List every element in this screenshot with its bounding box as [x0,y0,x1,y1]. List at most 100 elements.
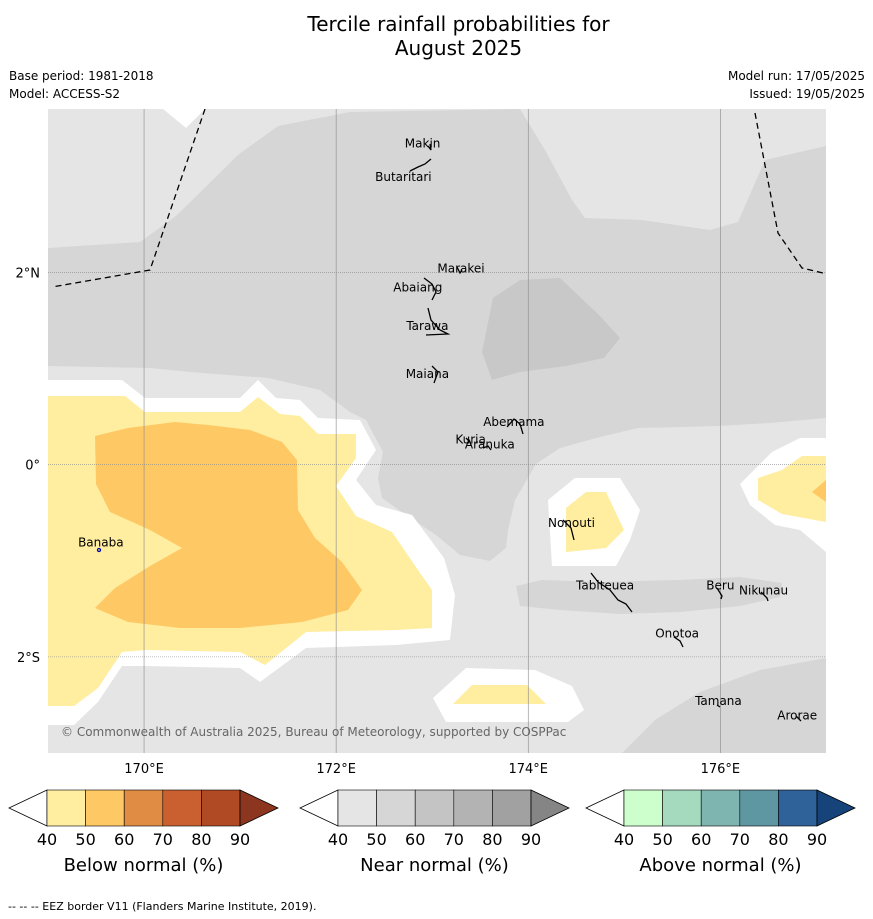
colorbar-above-tick-2: 60 [691,830,711,849]
colorbar-near: 40 50 60 70 80 90 Near normal (%) [299,789,570,876]
eez-border-west [51,109,206,288]
copyright-text: © Commonwealth of Australia 2025, Bureau… [61,725,566,739]
below-normal-50-60-east [812,480,826,502]
place-label-abaiang: Abaiang [393,281,442,295]
arorae-island [795,715,802,722]
lat-tick-label-1: 0° [25,459,40,474]
colorbar-below-low-arrow [8,789,48,827]
below-normal-40-50-south [453,685,546,704]
colorbar-near-tick-0: 40 [328,830,348,849]
colorbar-below-box-0 [46,789,86,827]
colorbar-below-title: Below normal (%) [64,855,224,876]
place-label-tabiteuea: Tabiteuea [575,579,634,593]
place-label-makin: Makin [405,136,441,150]
colorbar-below-tick-0: 40 [37,830,57,849]
island-outlines [96,143,802,722]
colorbar-near-title: Near normal (%) [360,855,509,876]
map-title-line1: Tercile rainfall probabilities for [307,12,610,36]
meta-right: Model run: 17/05/2025 Issued: 19/05/2025 [728,69,865,101]
place-label-tarawa: Tarawa [405,319,448,333]
colorbar-near-tick-2: 60 [405,830,425,849]
colorbar-above-title: Above normal (%) [639,855,801,876]
eez-border [51,109,824,288]
eez-footnote: -- -- -- EEZ border V11 (Flanders Marine… [8,900,317,913]
tamana-island [716,704,721,708]
place-label-aranuka: Aranuka [465,437,515,451]
map-title-line2: August 2025 [394,36,523,60]
colorbar-below-tick-5: 90 [230,830,250,849]
colorbar-near-tick-5: 90 [521,830,541,849]
colorbar-above-box-3 [739,789,779,827]
colorbar-near-low-arrow [299,789,339,827]
axis-tick-labels: 170°E 172°E 174°E 176°E 2°N 0° 2°S [16,266,741,777]
white-halo-north [163,109,205,128]
banaba-island [96,547,102,553]
colorbar-above-low-arrow [585,789,625,827]
place-labels: Makin Butaritari Marakei Abaiang Tarawa Maian… [78,136,817,722]
colorbar-above-tick-0: 40 [614,830,634,849]
place-label-nikunau: Nikunau [739,583,788,597]
below-normal-40-50-east [758,456,826,522]
colorbar-above: 40 50 60 70 80 90 Above normal (%) [585,789,856,876]
lat-tick-label-2: 2°S [17,651,40,666]
kuria-island [465,437,472,446]
aranuka-island [482,445,492,451]
colorbar-near-box-1 [376,789,416,827]
place-label-nonouti: Nonouti [548,516,595,530]
tarawa-island [425,307,451,336]
place-label-marakei: Marakei [437,261,484,275]
colorbar-above-box-2 [700,789,741,827]
nonouti-island [562,519,575,541]
colorbar-near-tick-3: 70 [444,830,464,849]
model-text: Model: ACCESS-S2 [9,87,121,101]
place-label-maiana: Maiana [406,367,449,381]
graticule [48,109,826,753]
place-label-banaba: Banaba [78,535,124,549]
near-normal-50-60-south-band [516,577,782,614]
colorbar-below-tick-4: 80 [191,830,211,849]
colorbar-below-high-arrow [239,789,279,827]
probability-field [48,109,826,753]
map-title: Tercile rainfall probabilities for Augus… [0,12,873,60]
eez-border-east [754,112,824,274]
colorbars: 40 50 60 70 80 90 Below normal (%) 40 50 60 70 80 90… [8,789,856,876]
maiana-island [431,365,439,384]
nikunau-island [760,591,769,602]
base-period-text: Base period: 1981-2018 [9,69,154,83]
colorbar-below-box-2 [123,789,164,827]
colorbar-below-tick-3: 70 [153,830,173,849]
colorbar-below-box-4 [201,789,241,827]
model-run-text: Model run: 17/05/2025 [727,69,865,83]
issued-text: Issued: 19/05/2025 [749,87,865,101]
place-label-kuria: Kuria [455,432,486,446]
lon-tick-label-3: 176°E [701,762,741,777]
makin-island [427,143,432,151]
butaritari-island [409,158,432,172]
lat-tick-label-0: 2°N [16,266,41,281]
colorbar-below-box-3 [162,789,202,827]
abemama-island [506,418,524,435]
lon-tick-label-0: 170°E [124,762,164,777]
colorbar-near-box-4 [492,789,532,827]
colorbar-near-box-3 [453,789,493,827]
colorbar-above-box-0 [623,789,663,827]
lon-tick-label-2: 174°E [508,762,548,777]
colorbar-near-tick-4: 80 [482,830,502,849]
place-label-butaritari: Butaritari [375,170,432,184]
beru-island [716,587,723,600]
colorbar-below-tick-2: 60 [114,830,134,849]
marakei-island [456,266,463,275]
near-normal-50-60-southeast [622,658,826,753]
colorbar-above-box-4 [778,789,818,827]
colorbar-near-tick-1: 50 [366,830,386,849]
colorbar-above-box-1 [662,789,702,827]
place-label-abemama: Abemama [483,415,544,429]
near-normal-60-70-region [482,278,620,380]
colorbar-below: 40 50 60 70 80 90 Below normal (%) [8,789,279,876]
colorbar-below-box-1 [85,789,125,827]
below-normal-40-50-nonouti [566,492,624,552]
colorbar-below-tick-1: 50 [75,830,95,849]
colorbar-near-box-0 [337,789,377,827]
place-label-arorae: Arorae [777,708,817,722]
